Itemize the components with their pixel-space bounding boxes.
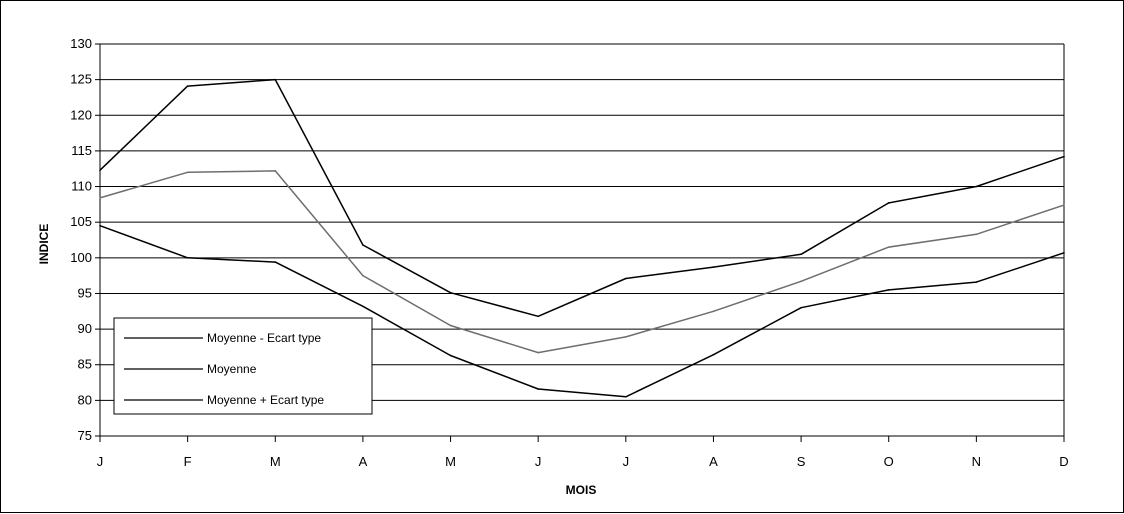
data-point-s1-0 xyxy=(99,197,101,199)
data-point-s2-3 xyxy=(362,244,364,246)
y-tick-label-90: 90 xyxy=(78,321,92,336)
y-tick-label-120: 120 xyxy=(70,107,92,122)
axes: 75 80 85 90 95 100 105 110 115 120 125 130 J F M A M J J A S… xyxy=(70,36,1068,469)
data-point-s2-0 xyxy=(99,169,101,171)
data-point-s2-5 xyxy=(537,315,539,318)
data-point-s1-10 xyxy=(975,233,978,236)
y-axis-title: INDICE xyxy=(37,224,51,265)
x-axis-title: MOIS xyxy=(566,483,597,497)
data-point-s0-3 xyxy=(362,305,364,308)
data-point-s1-3 xyxy=(362,274,364,277)
data-point-s0-9 xyxy=(887,289,890,291)
data-point-s2-7 xyxy=(712,266,715,268)
data-point-s0-2 xyxy=(274,261,277,263)
data-point-s0-10 xyxy=(975,281,978,283)
data-point-s2-6 xyxy=(625,277,627,280)
data-point-s2-1 xyxy=(186,85,189,87)
data-point-s2-2 xyxy=(274,78,277,81)
x-tick-label-3: A xyxy=(359,454,368,469)
x-tick-label-2: M xyxy=(270,454,281,469)
data-point-s1-2 xyxy=(274,170,277,172)
x-tick-label-11: D xyxy=(1059,454,1068,469)
x-tick-label-6: J xyxy=(623,454,630,469)
series-line-2 xyxy=(99,78,1065,318)
y-tick-label-130: 130 xyxy=(70,36,92,51)
x-tick-label-4: M xyxy=(445,454,456,469)
series-lines xyxy=(99,78,1065,398)
data-point-s1-8 xyxy=(800,280,802,283)
data-point-s1-5 xyxy=(537,351,539,354)
data-point-s0-7 xyxy=(712,353,715,356)
data-point-s0-4 xyxy=(449,354,452,357)
data-point-s1-6 xyxy=(625,336,627,338)
data-point-s1-11 xyxy=(1063,204,1065,206)
data-point-s2-11 xyxy=(1063,155,1065,158)
y-tick-label-115: 115 xyxy=(71,143,92,158)
y-tick-label-95: 95 xyxy=(78,285,92,300)
data-point-s2-8 xyxy=(800,253,802,256)
data-point-s0-1 xyxy=(186,257,189,259)
y-tick-label-100: 100 xyxy=(70,250,92,265)
data-point-s0-11 xyxy=(1063,252,1065,254)
data-point-s1-4 xyxy=(449,324,452,327)
x-tick-label-8: S xyxy=(797,454,806,469)
x-tick-label-10: N xyxy=(972,454,981,469)
x-tick-label-0: J xyxy=(97,454,104,469)
y-tick-label-85: 85 xyxy=(78,357,92,372)
y-tick-label-125: 125 xyxy=(70,72,92,87)
data-point-s0-8 xyxy=(800,306,802,309)
data-point-s0-6 xyxy=(625,396,627,398)
y-tick-label-75: 75 xyxy=(78,428,92,443)
legend-label-1: Moyenne xyxy=(207,362,257,376)
series-line-1 xyxy=(99,170,1065,354)
y-tick-label-80: 80 xyxy=(78,392,92,407)
legend: Moyenne - Ecart type Moyenne Moyenne + E… xyxy=(113,317,373,415)
legend-label-0: Moyenne - Ecart type xyxy=(207,331,321,345)
data-point-s0-0 xyxy=(99,224,101,227)
legend-label-2: Moyenne + Ecart type xyxy=(207,393,324,407)
data-point-s1-7 xyxy=(712,310,715,313)
data-point-s2-9 xyxy=(887,202,890,204)
data-point-s1-9 xyxy=(887,246,890,248)
y-tick-label-110: 110 xyxy=(71,179,92,194)
data-point-s1-1 xyxy=(186,171,189,174)
data-point-s0-5 xyxy=(537,388,539,390)
data-point-s2-4 xyxy=(449,291,452,294)
y-tick-label-105: 105 xyxy=(70,214,92,229)
x-tick-label-7: A xyxy=(709,454,718,469)
series-line-0 xyxy=(99,224,1065,398)
x-tick-label-5: J xyxy=(535,454,542,469)
x-tick-label-1: F xyxy=(184,454,192,469)
legend-box xyxy=(113,317,373,415)
data-point-s2-10 xyxy=(975,185,978,188)
x-tick-label-9: O xyxy=(884,454,894,469)
